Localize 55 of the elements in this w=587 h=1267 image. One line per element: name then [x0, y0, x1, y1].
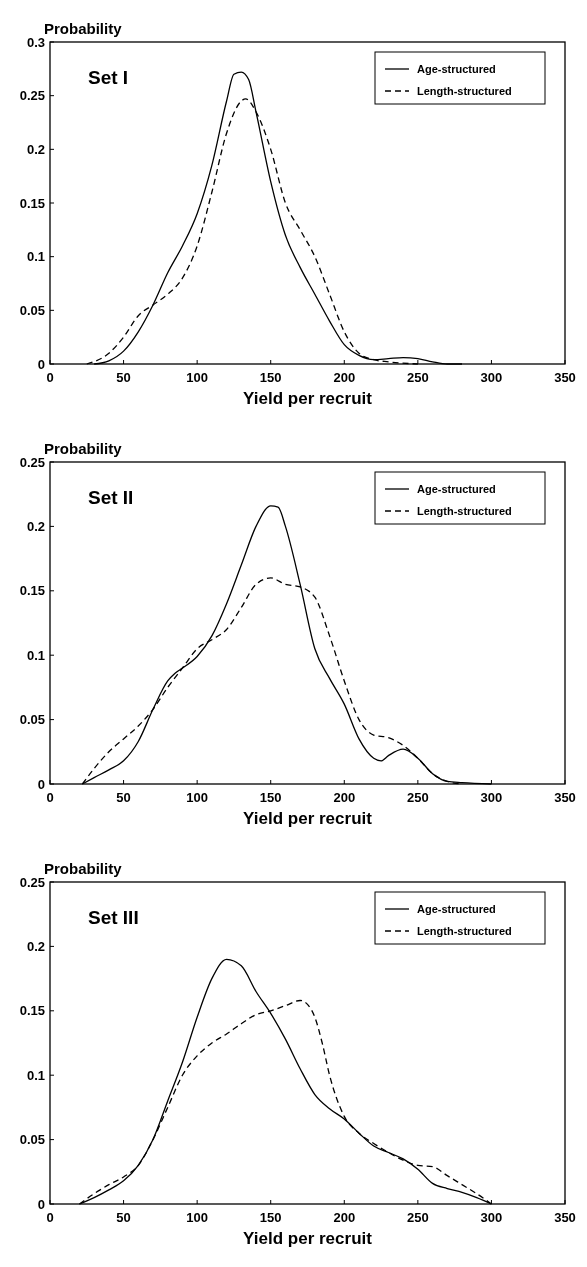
x-tick-label: 200 — [333, 1210, 356, 1225]
y-tick-label: 0.25 — [19, 88, 45, 104]
x-axis-title: Yield per recruit — [243, 809, 373, 828]
y-tick-label: 0.05 — [19, 712, 45, 728]
x-tick-label: 300 — [480, 790, 503, 805]
x-tick-label: 50 — [116, 790, 131, 805]
x-tick-label: 200 — [333, 790, 356, 805]
x-tick-label: 150 — [259, 1210, 282, 1225]
annotation: Set III — [88, 907, 139, 928]
legend-label: Age-structured — [417, 902, 496, 915]
x-tick-label: 350 — [554, 1210, 576, 1225]
legend-label: Length-structured — [417, 504, 512, 517]
x-axis-title: Yield per recruit — [243, 1229, 373, 1248]
y-tick-label: 0.1 — [26, 1067, 45, 1083]
y-axis-title: Probability — [44, 20, 123, 37]
y-tick-label: 0 — [37, 1196, 45, 1212]
y-tick-label: 0.1 — [26, 647, 45, 663]
y-tick-label: 0.2 — [26, 938, 45, 954]
x-tick-label: 300 — [480, 1210, 503, 1225]
y-tick-label: 0.15 — [19, 195, 45, 211]
x-tick-label: 300 — [480, 370, 503, 385]
y-tick-label: 0.3 — [26, 34, 45, 50]
legend-label: Length-structured — [417, 84, 512, 97]
x-tick-label: 150 — [259, 790, 282, 805]
y-tick-label: 0.25 — [19, 454, 45, 470]
x-tick-label: 250 — [407, 1210, 429, 1225]
y-tick-label: 0.15 — [19, 583, 45, 599]
x-axis-title: Yield per recruit — [243, 389, 373, 408]
x-tick-label: 100 — [186, 370, 208, 385]
y-tick-label: 0 — [37, 356, 45, 372]
x-tick-label: 100 — [186, 1210, 208, 1225]
x-tick-label: 50 — [116, 370, 131, 385]
y-axis-title: Probability — [44, 860, 123, 877]
x-tick-label: 350 — [554, 370, 576, 385]
y-tick-label: 0.15 — [19, 1003, 45, 1019]
legend-label: Age-structured — [417, 62, 496, 75]
legend-label: Length-structured — [417, 924, 512, 937]
x-tick-label: 150 — [259, 370, 282, 385]
y-tick-label: 0.2 — [26, 518, 45, 534]
y-tick-label: 0.05 — [19, 302, 45, 318]
legend-label: Age-structured — [417, 482, 496, 495]
y-tick-label: 0.05 — [19, 1132, 45, 1148]
x-tick-label: 100 — [186, 790, 208, 805]
y-tick-label: 0.1 — [26, 249, 45, 265]
y-tick-label: 0 — [37, 776, 45, 792]
y-tick-label: 0.25 — [19, 874, 45, 890]
x-tick-label: 200 — [333, 370, 356, 385]
y-axis-title: Probability — [44, 440, 123, 457]
x-tick-label: 350 — [554, 790, 576, 805]
y-tick-label: 0.2 — [26, 141, 45, 157]
annotation: Set II — [88, 487, 134, 508]
x-tick-label: 250 — [407, 370, 429, 385]
annotation: Set I — [88, 67, 129, 88]
x-tick-label: 50 — [116, 1210, 131, 1225]
x-tick-label: 250 — [407, 790, 429, 805]
